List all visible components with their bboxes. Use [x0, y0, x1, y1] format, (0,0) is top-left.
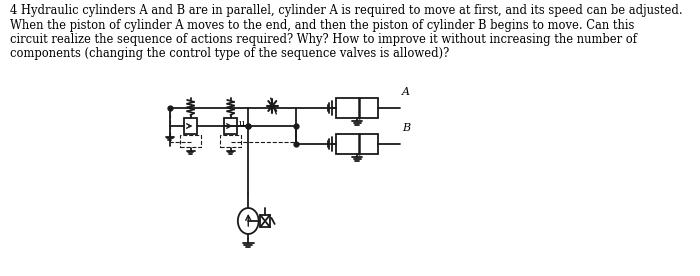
Bar	[336, 98, 378, 118]
Text: B: B	[402, 123, 410, 133]
Bar	[260, 215, 270, 227]
Bar	[336, 134, 378, 154]
Text: When the piston of cylinder A moves to the end, and then the piston of cylinder : When the piston of cylinder A moves to t…	[10, 18, 634, 31]
Bar	[224, 118, 237, 134]
Bar	[220, 135, 241, 147]
Bar	[180, 135, 201, 147]
Circle shape	[238, 208, 259, 234]
Text: u: u	[239, 120, 245, 129]
Text: 4 Hydraulic cylinders A and B are in parallel, cylinder A is required to move at: 4 Hydraulic cylinders A and B are in par…	[10, 4, 682, 17]
Text: A: A	[402, 87, 410, 97]
Bar	[184, 118, 197, 134]
Text: circuit realize the sequence of actions required? Why? How to improve it without: circuit realize the sequence of actions …	[10, 33, 636, 46]
Text: components (changing the control type of the sequence valves is allowed)?: components (changing the control type of…	[10, 47, 449, 60]
